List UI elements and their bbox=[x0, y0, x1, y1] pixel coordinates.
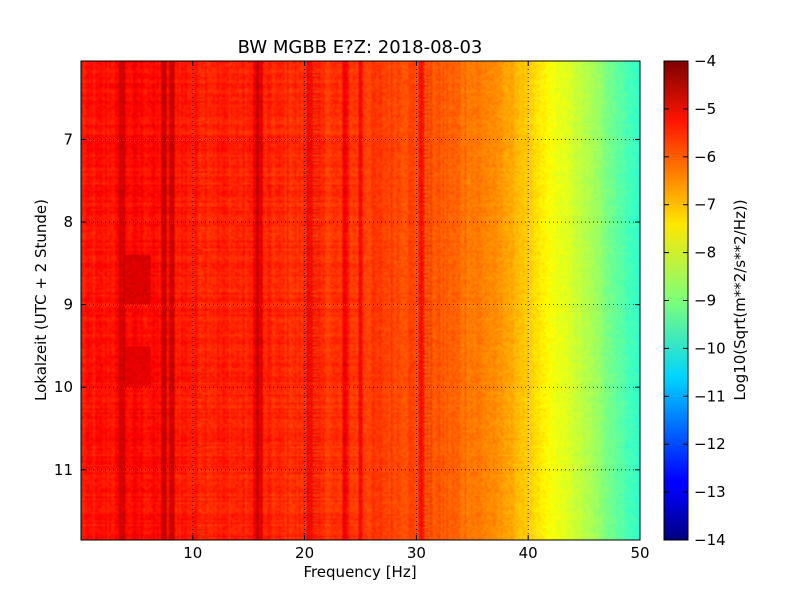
y-tick-label: 8 bbox=[63, 213, 73, 231]
colorbar-tick-label: −13 bbox=[694, 483, 726, 501]
y-axis-label: Lokalzeit (UTC + 2 Stunde) bbox=[32, 199, 50, 401]
colorbar-tick-label: −12 bbox=[694, 435, 726, 453]
y-tick-label: 10 bbox=[54, 378, 73, 396]
colorbar-tick-label: −5 bbox=[694, 100, 716, 118]
chart-title: BW MGBB E?Z: 2018-08-03 bbox=[238, 37, 483, 58]
colorbar-tick-label: −10 bbox=[694, 339, 726, 357]
y-tick-label: 7 bbox=[63, 130, 73, 148]
colorbar-ticks: −4 −5 −6 −7 −8 −9 −10 −11 −12 −13 −14 bbox=[664, 52, 726, 549]
colorbar: −4 −5 −6 −7 −8 −9 −10 −11 −12 −13 −14 Log10(Sqrt(m… bbox=[663, 52, 749, 549]
spectrogram-heatmap bbox=[81, 61, 640, 540]
colorbar-tick-label: −11 bbox=[694, 387, 726, 405]
colorbar-label: Log10(Sqrt(m**2/s**2/Hz)) bbox=[731, 199, 749, 400]
x-tick-label: 50 bbox=[630, 544, 649, 562]
x-axis-label: Frequency [Hz] bbox=[303, 563, 416, 581]
x-axis-ticks: 10 20 30 40 50 bbox=[183, 61, 650, 562]
colorbar-tick-label: −8 bbox=[694, 244, 716, 262]
y-tick-label: 11 bbox=[54, 461, 73, 479]
x-tick-label: 40 bbox=[519, 544, 538, 562]
colorbar-tick-label: −14 bbox=[694, 531, 726, 549]
plot-frame bbox=[80, 60, 641, 541]
x-tick-label: 10 bbox=[183, 544, 202, 562]
plot-area: 10 20 30 40 50 7 8 9 10 11 bbox=[54, 60, 650, 562]
colorbar-tick-label: −6 bbox=[694, 148, 716, 166]
colorbar-tick-label: −4 bbox=[694, 52, 716, 70]
x-tick-label: 20 bbox=[295, 544, 314, 562]
colorbar-tick-label: −7 bbox=[694, 196, 716, 214]
y-axis-ticks: 7 8 9 10 11 bbox=[54, 130, 640, 479]
y-tick-label: 9 bbox=[63, 296, 73, 314]
colorbar-tick-label: −9 bbox=[694, 292, 716, 310]
x-tick-label: 30 bbox=[407, 544, 426, 562]
